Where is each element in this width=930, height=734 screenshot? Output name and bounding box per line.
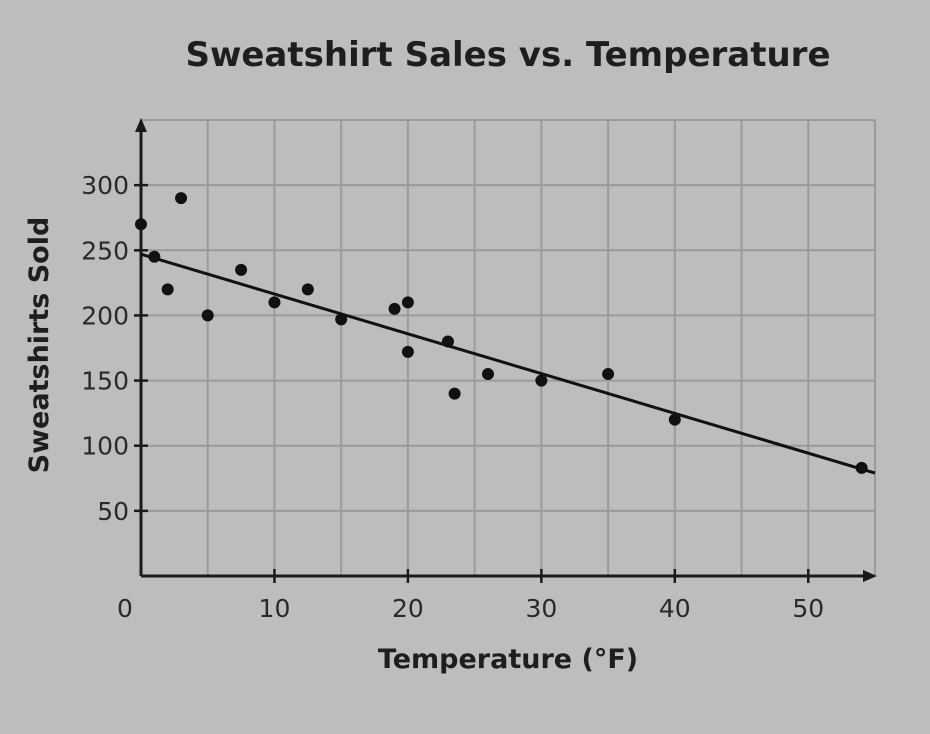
data-point	[441, 335, 454, 348]
data-point	[148, 250, 161, 263]
trend-line	[140, 252, 876, 475]
data-point	[448, 387, 461, 400]
data-point	[135, 218, 147, 231]
y-tick-label: 250	[81, 236, 129, 265]
data-point	[388, 302, 401, 315]
x-tick-label: 50	[792, 594, 824, 623]
data-point	[481, 368, 494, 381]
x-tick-label: 0	[117, 594, 133, 623]
data-point	[602, 368, 615, 381]
data-point	[201, 309, 214, 322]
y-axis-arrow	[135, 118, 147, 132]
x-tick-label: 40	[659, 594, 691, 623]
x-axis-arrow	[863, 570, 877, 582]
y-tick-label: 150	[81, 367, 129, 396]
tick-labels: 0 10 20 30 40 50 50 100 150 200 250 300	[81, 171, 824, 623]
x-tick-label: 20	[392, 594, 424, 623]
data-point	[175, 192, 188, 205]
data-point	[161, 283, 174, 296]
chart-title: Sweatshirt Sales vs. Temperature	[185, 35, 830, 75]
x-axis-title: Temperature (°F)	[378, 644, 638, 675]
data-point	[401, 296, 414, 309]
y-tick-label: 100	[81, 432, 129, 461]
axes	[134, 118, 877, 583]
data-point	[401, 345, 414, 358]
trend-line-layer	[140, 252, 876, 475]
data-point	[855, 461, 868, 474]
data-point	[668, 413, 681, 426]
y-tick-label: 50	[97, 497, 129, 526]
x-tick-label: 10	[259, 594, 291, 623]
data-point	[268, 296, 281, 309]
data-point	[535, 374, 548, 387]
y-axis-title: Sweatshirts Sold	[24, 217, 55, 474]
data-point	[335, 313, 348, 326]
data-points	[135, 192, 868, 474]
data-point	[301, 283, 314, 296]
grid	[141, 119, 876, 576]
x-tick-label: 30	[525, 594, 557, 623]
data-point	[235, 263, 248, 276]
y-tick-label: 300	[81, 171, 129, 200]
y-tick-label: 200	[81, 301, 129, 330]
